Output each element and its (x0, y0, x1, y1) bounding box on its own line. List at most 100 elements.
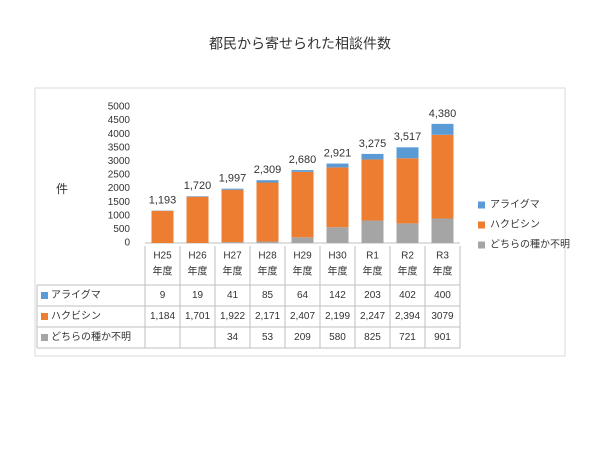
bar-segment (256, 182, 279, 242)
bar-segment (256, 180, 279, 183)
table-cell: 142 (329, 290, 346, 301)
table-cell: 1,922 (220, 311, 245, 322)
legend-label: ハクビシン (490, 219, 540, 231)
table-cell: 825 (364, 332, 381, 343)
table-cell: 34 (227, 332, 239, 343)
bar-segment (361, 153, 384, 160)
bar-segment (431, 134, 454, 219)
table-cell: 19 (192, 290, 204, 301)
legend-label: どちらの種か不明 (490, 238, 570, 251)
y-tick-label: 5000 (108, 102, 131, 113)
y-tick-label: 1000 (108, 210, 131, 221)
y-tick-label: 4500 (108, 115, 131, 126)
table-cell: 2,171 (255, 311, 280, 322)
x-tick-label: 年度 (398, 265, 418, 278)
table-legend-swatch (41, 334, 48, 341)
bar-segment (291, 171, 314, 238)
x-tick-label: H25 (153, 251, 172, 262)
table-cell: 1,701 (185, 311, 210, 322)
total-label: 4,380 (429, 108, 457, 120)
bar-segment (151, 210, 174, 243)
bar-segment (186, 196, 209, 243)
table-cell: 9 (160, 290, 166, 301)
legend-swatch (478, 221, 485, 229)
total-label: 3,517 (394, 131, 422, 143)
table-cell: 53 (262, 332, 274, 343)
y-tick-label: 2500 (108, 170, 131, 181)
total-label: 1,720 (184, 180, 212, 192)
x-tick-label: 年度 (188, 265, 208, 278)
total-label: 2,680 (289, 154, 317, 166)
table-cell: 2,407 (290, 311, 315, 322)
table-cell: 41 (227, 290, 239, 301)
table-row-label: どちらの種か不明 (51, 330, 131, 343)
x-tick-label: 年度 (258, 265, 278, 278)
table-cell: 901 (434, 332, 451, 343)
table-legend-swatch (41, 292, 48, 299)
x-tick-label: H28 (258, 251, 277, 262)
x-tick-label: 年度 (223, 265, 243, 278)
total-label: 2,309 (254, 164, 282, 176)
table-cell: 2,394 (395, 311, 420, 322)
y-tick-label: 4000 (108, 129, 131, 140)
y-tick-label: 2000 (108, 183, 131, 194)
bar-segment (326, 167, 349, 228)
x-tick-label: 年度 (153, 265, 173, 278)
x-tick-label: H30 (328, 251, 347, 262)
x-tick-label: 年度 (328, 265, 348, 278)
table-cell: 721 (399, 332, 416, 343)
x-tick-label: 年度 (363, 265, 383, 278)
total-label: 3,275 (359, 138, 387, 150)
total-label: 1,997 (219, 173, 247, 185)
bar-segment (396, 223, 419, 243)
table-cell: 209 (294, 332, 311, 343)
y-tick-label: 0 (124, 238, 130, 249)
bar-segment (291, 237, 314, 243)
table-row-label: ハクビシン (51, 310, 101, 322)
y-tick-label: 500 (113, 224, 130, 235)
table-cell: 2,199 (325, 311, 350, 322)
table-cell: 203 (364, 290, 381, 301)
bar-segment (431, 123, 454, 135)
bar-segment (396, 158, 419, 224)
x-tick-label: 年度 (293, 265, 313, 278)
legend-swatch (478, 201, 485, 209)
table-cell: 402 (399, 290, 416, 301)
chart-title: 都民から寄せられた相談件数 (209, 36, 391, 52)
bar-segment (221, 189, 244, 243)
bar-segment (361, 220, 384, 243)
legend-swatch (478, 241, 485, 249)
x-tick-label: R3 (436, 251, 449, 262)
legend-label: アライグマ (490, 198, 540, 211)
total-label: 2,921 (324, 147, 352, 159)
table-cell: 580 (329, 332, 346, 343)
x-tick-label: R1 (366, 251, 379, 262)
bar-segment (186, 196, 209, 197)
y-tick-label: 3000 (108, 156, 131, 167)
y-axis-label: 件 (56, 182, 68, 196)
table-cell: 3079 (431, 311, 454, 322)
table-cell: 400 (434, 290, 451, 301)
bar-segment (256, 241, 279, 243)
bar-segment (361, 159, 384, 221)
table-cell: 2,247 (360, 311, 385, 322)
bar-segment (326, 163, 349, 168)
bar-segment (326, 227, 349, 243)
bar-segment (221, 242, 244, 243)
x-tick-label: H29 (293, 251, 312, 262)
x-tick-label: H26 (188, 251, 207, 262)
x-tick-label: H27 (223, 251, 242, 262)
bar-segment (431, 218, 454, 243)
bar-segment (396, 147, 419, 159)
total-label: 1,193 (149, 194, 177, 206)
table-legend-swatch (41, 313, 48, 320)
table-row-label: アライグマ (51, 288, 101, 301)
bar-segment (221, 188, 244, 190)
table-cell: 1,184 (150, 311, 175, 322)
chart-frame (34, 87, 566, 357)
table-cell: 64 (297, 290, 309, 301)
y-tick-label: 1500 (108, 197, 131, 208)
bar-segment (291, 170, 314, 172)
x-tick-label: 年度 (433, 265, 453, 278)
